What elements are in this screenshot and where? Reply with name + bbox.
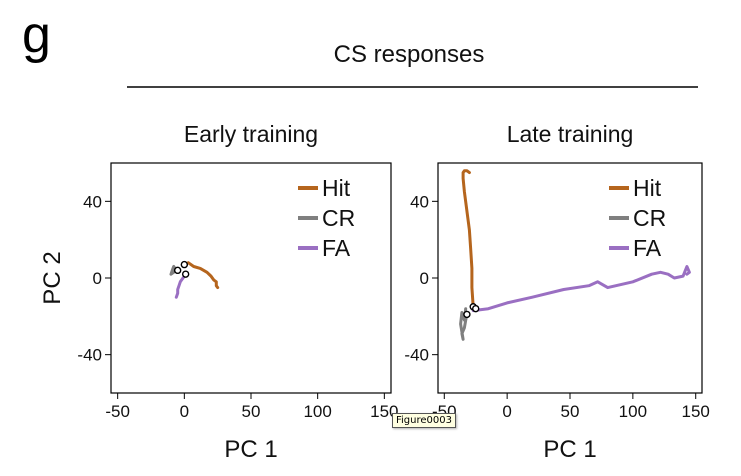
x-axis-label: PC 1 (543, 436, 596, 463)
start-marker (181, 270, 190, 278)
chart-title: Late training (507, 121, 634, 147)
x-tick-label: 0 (180, 402, 189, 421)
section-title: CS responses (334, 41, 485, 68)
chart-panel-1: Early training -50 0 50 100 150 -40 0 40 PC 1 PC 2… (39, 121, 399, 463)
y-tick-label: -40 (77, 346, 102, 365)
x-tick-label: 100 (619, 402, 647, 421)
charts-container: Early training -50 0 50 100 150 -40 0 40 PC 1 PC 2… (39, 121, 710, 463)
series-line-hit (461, 169, 475, 309)
x-tick-label: 50 (561, 402, 580, 421)
x-tick-label: 100 (303, 402, 331, 421)
y-tick-label: 40 (83, 192, 102, 211)
legend-label-cr: CR (322, 205, 355, 231)
x-tick-label: 150 (370, 402, 398, 421)
series-line-fa (174, 272, 188, 299)
start-marker (180, 260, 189, 269)
x-tick-label: -50 (105, 402, 130, 421)
x-tick-label: 50 (242, 402, 261, 421)
x-tick-label: 0 (502, 402, 511, 421)
panel-letter: g (22, 6, 51, 64)
plot-frame (437, 162, 703, 394)
legend-label-fa: FA (322, 235, 351, 261)
series-line-cr (169, 265, 178, 276)
series-line-hit (182, 261, 220, 290)
start-marker (472, 304, 480, 313)
start-marker (463, 310, 471, 319)
legend-label-cr: CR (633, 205, 666, 231)
y-axis-label: PC 2 (39, 251, 66, 304)
chart-title: Early training (184, 121, 318, 147)
x-tick-label: 150 (682, 402, 710, 421)
legend-label-hit: Hit (322, 175, 351, 201)
series-line-fa (471, 265, 691, 313)
x-axis-label: PC 1 (224, 436, 277, 463)
legend-label-hit: Hit (633, 175, 662, 201)
y-tick-label: 0 (93, 269, 102, 288)
y-tick-label: 0 (420, 269, 429, 288)
start-marker (173, 266, 182, 275)
tooltip: Figure0003 (392, 413, 456, 428)
series-line-cr (459, 307, 469, 341)
legend-label-fa: FA (633, 235, 662, 261)
y-tick-label: -40 (404, 346, 429, 365)
y-tick-label: 40 (410, 192, 429, 211)
